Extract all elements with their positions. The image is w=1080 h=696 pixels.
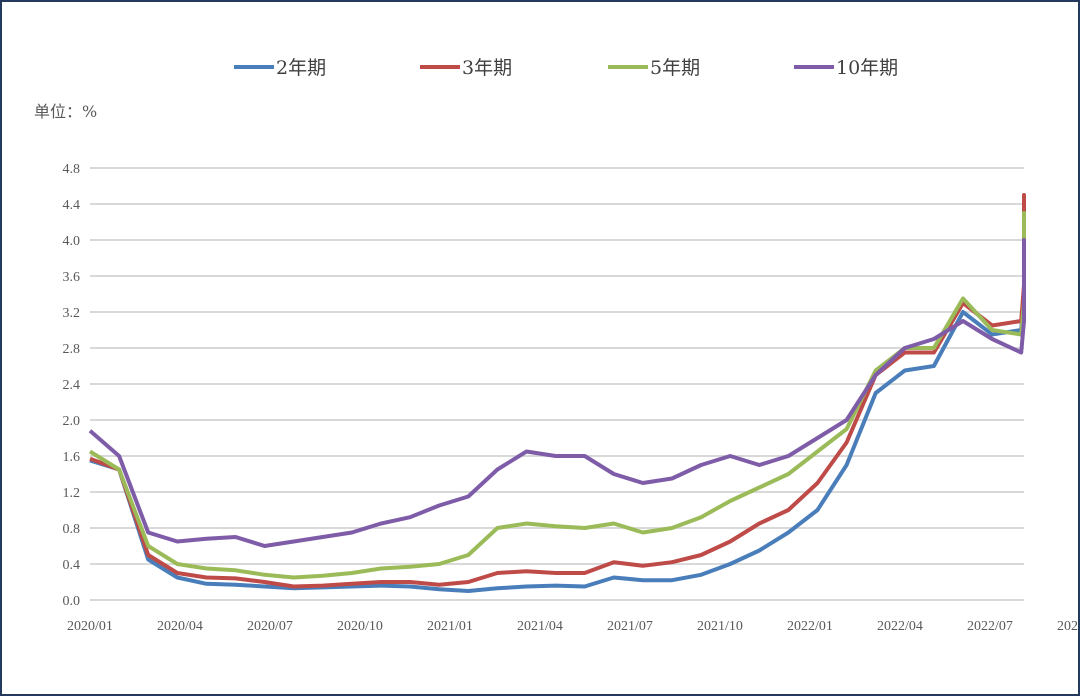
y-tick-label: 2.4 [63,378,81,393]
legend-label: 2年期 [276,57,326,79]
x-tick-label: 2020/01 [67,619,113,634]
unit-label: 单位：% [34,102,98,121]
y-axis-labels: 0.0 0.4 0.8 1.2 1.6 2.0 2.4 2.8 3.2 3.6 4.0 4.4 4.8 [63,162,81,609]
series-line-2 [88,211,1026,580]
y-tick-label: 4.8 [63,162,81,177]
x-tick-label: 2021/07 [607,619,653,634]
y-tick-label: 3.6 [63,270,81,285]
x-tick-label: 2020/04 [157,619,203,634]
legend-item: 2年期 [234,57,326,79]
legend-item: 10年期 [794,57,898,79]
y-tick-label: 2.0 [63,414,81,429]
x-tick-label: 2021/10 [697,619,743,634]
x-axis-labels: 2020/01 2020/04 2020/07 2020/10 2021/01 2021/… [67,619,1078,634]
legend-item: 3年期 [420,57,512,79]
x-tick-label: 2021/01 [427,619,473,634]
y-tick-label: 0.0 [63,594,81,609]
series-line-0 [89,199,1026,593]
x-tick-label: 2022/01 [787,619,833,634]
y-tick-label: 0.8 [63,522,81,537]
legend: 2年期 3年期 5年期 10年期 [234,57,898,79]
y-tick-label: 1.2 [63,486,81,501]
x-tick-label: 2020/10 [337,619,383,634]
gridlines [90,167,1024,601]
x-tick-label: 2021/04 [517,619,563,634]
y-tick-label: 1.6 [63,450,81,465]
y-tick-label: 4.0 [63,234,81,249]
series-lines [88,193,1026,593]
legend-label: 3年期 [462,57,512,79]
y-tick-label: 0.4 [63,558,81,573]
legend-label: 5年期 [650,57,700,79]
x-tick-label: 2022/10 [1057,619,1078,634]
x-tick-label: 2022/04 [877,619,923,634]
y-tick-label: 2.8 [63,342,81,357]
series-line-1 [89,193,1026,589]
y-tick-label: 4.4 [63,198,81,213]
y-tick-label: 3.2 [63,306,81,321]
legend-label: 10年期 [836,57,898,79]
series-line-3 [88,238,1026,548]
x-tick-label: 2020/07 [247,619,293,634]
x-tick-label: 2022/07 [967,619,1013,634]
legend-item: 5年期 [608,57,700,79]
